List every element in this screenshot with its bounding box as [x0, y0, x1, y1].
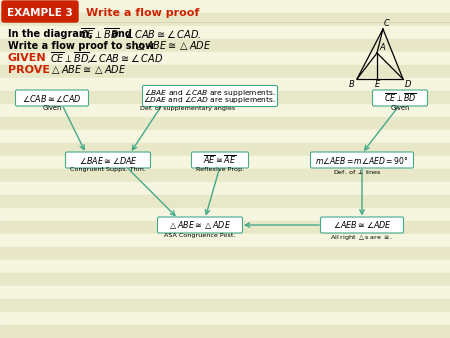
- Text: and: and: [108, 29, 132, 39]
- Text: D: D: [405, 80, 411, 89]
- Text: Given: Given: [391, 105, 410, 112]
- Bar: [0, 91, 450, 104]
- Text: B: B: [349, 80, 355, 89]
- Bar: [0, 260, 450, 273]
- Text: All right $\triangle$s are $\cong$.: All right $\triangle$s are $\cong$.: [330, 233, 394, 241]
- Text: Congruent Supps. Thm.: Congruent Supps. Thm.: [70, 168, 146, 172]
- Bar: [0, 13, 450, 26]
- Bar: [0, 0, 450, 13]
- FancyBboxPatch shape: [310, 152, 414, 168]
- Text: $\triangle ABE\cong\triangle ADE$: $\triangle ABE\cong\triangle ADE$: [50, 64, 126, 76]
- FancyBboxPatch shape: [15, 90, 89, 106]
- Text: $\triangle ABE\cong\triangle ADE$: $\triangle ABE\cong\triangle ADE$: [168, 219, 232, 231]
- Bar: [0, 39, 450, 52]
- Text: $\angle\,CAB\cong\angle\,CAD$.: $\angle\,CAB\cong\angle\,CAD$.: [124, 28, 202, 40]
- Text: Def. of $\perp$ lines: Def. of $\perp$ lines: [333, 168, 381, 176]
- Bar: [0, 273, 450, 286]
- Text: $m\angle AEB = m\angle AED = 90°$: $m\angle AEB = m\angle AED = 90°$: [315, 154, 409, 166]
- FancyBboxPatch shape: [158, 217, 243, 233]
- Text: Reflexive Prop.: Reflexive Prop.: [196, 168, 244, 172]
- Text: $\overline{AE}\cong\overline{AE}$: $\overline{AE}\cong\overline{AE}$: [203, 154, 237, 166]
- FancyBboxPatch shape: [2, 1, 78, 22]
- Bar: [0, 143, 450, 156]
- Bar: [0, 234, 450, 247]
- FancyBboxPatch shape: [66, 152, 150, 168]
- Text: A: A: [379, 43, 385, 52]
- Bar: [0, 104, 450, 117]
- Bar: [0, 286, 450, 299]
- Text: $\angle BAE\cong\angle DAE$: $\angle BAE\cong\angle DAE$: [79, 154, 137, 166]
- Bar: [0, 156, 450, 169]
- Bar: [0, 182, 450, 195]
- Text: $\angle DAE$ and $\angle CAD$ are supplements.: $\angle DAE$ and $\angle CAD$ are supple…: [144, 94, 277, 104]
- FancyBboxPatch shape: [192, 152, 248, 168]
- Text: Write a flow proof: Write a flow proof: [86, 7, 199, 18]
- Text: GIVEN: GIVEN: [8, 53, 47, 63]
- Bar: [0, 195, 450, 208]
- Text: $\overline{CE}\perp\overline{BD}$,: $\overline{CE}\perp\overline{BD}$,: [50, 50, 92, 66]
- Text: $\overline{CE}\perp\overline{BD}$: $\overline{CE}\perp\overline{BD}$: [80, 27, 120, 41]
- Bar: [0, 65, 450, 78]
- Bar: [0, 221, 450, 234]
- Text: $\angle CAB\cong\angle CAD$: $\angle CAB\cong\angle CAD$: [22, 93, 82, 103]
- Text: $\overline{CE}\perp\overline{BD}$: $\overline{CE}\perp\overline{BD}$: [383, 92, 417, 104]
- Bar: [0, 312, 450, 325]
- Text: $\angle BAE$ and $\angle CAB$ are supplements.: $\angle BAE$ and $\angle CAB$ are supple…: [144, 88, 276, 98]
- Bar: [0, 247, 450, 260]
- Text: Given: Given: [42, 105, 62, 112]
- Text: $\angle\,CAB\cong\angle\,CAD$: $\angle\,CAB\cong\angle\,CAD$: [88, 52, 163, 64]
- Text: $\angle AEB\cong\angle ADE$: $\angle AEB\cong\angle ADE$: [333, 219, 392, 231]
- Text: E: E: [374, 80, 380, 89]
- Bar: [0, 78, 450, 91]
- Text: Def. of supplementary angles: Def. of supplementary angles: [140, 106, 236, 111]
- Bar: [0, 299, 450, 312]
- Bar: [0, 52, 450, 65]
- Bar: [0, 117, 450, 130]
- Text: C: C: [384, 19, 390, 28]
- Text: ASA Congruence Post.: ASA Congruence Post.: [164, 233, 236, 238]
- Bar: [0, 26, 450, 39]
- Bar: [0, 325, 450, 338]
- Text: In the diagram,: In the diagram,: [8, 29, 93, 39]
- Bar: [0, 169, 450, 182]
- FancyBboxPatch shape: [143, 86, 278, 106]
- FancyBboxPatch shape: [320, 217, 404, 233]
- Text: $\triangle ABE\cong\triangle ADE$: $\triangle ABE\cong\triangle ADE$: [135, 40, 212, 52]
- FancyBboxPatch shape: [373, 90, 427, 106]
- Text: Write a flow proof to show: Write a flow proof to show: [8, 41, 154, 51]
- Text: PROVE: PROVE: [8, 65, 50, 75]
- Bar: [0, 130, 450, 143]
- Text: EXAMPLE 3: EXAMPLE 3: [7, 7, 73, 18]
- Bar: [0, 208, 450, 221]
